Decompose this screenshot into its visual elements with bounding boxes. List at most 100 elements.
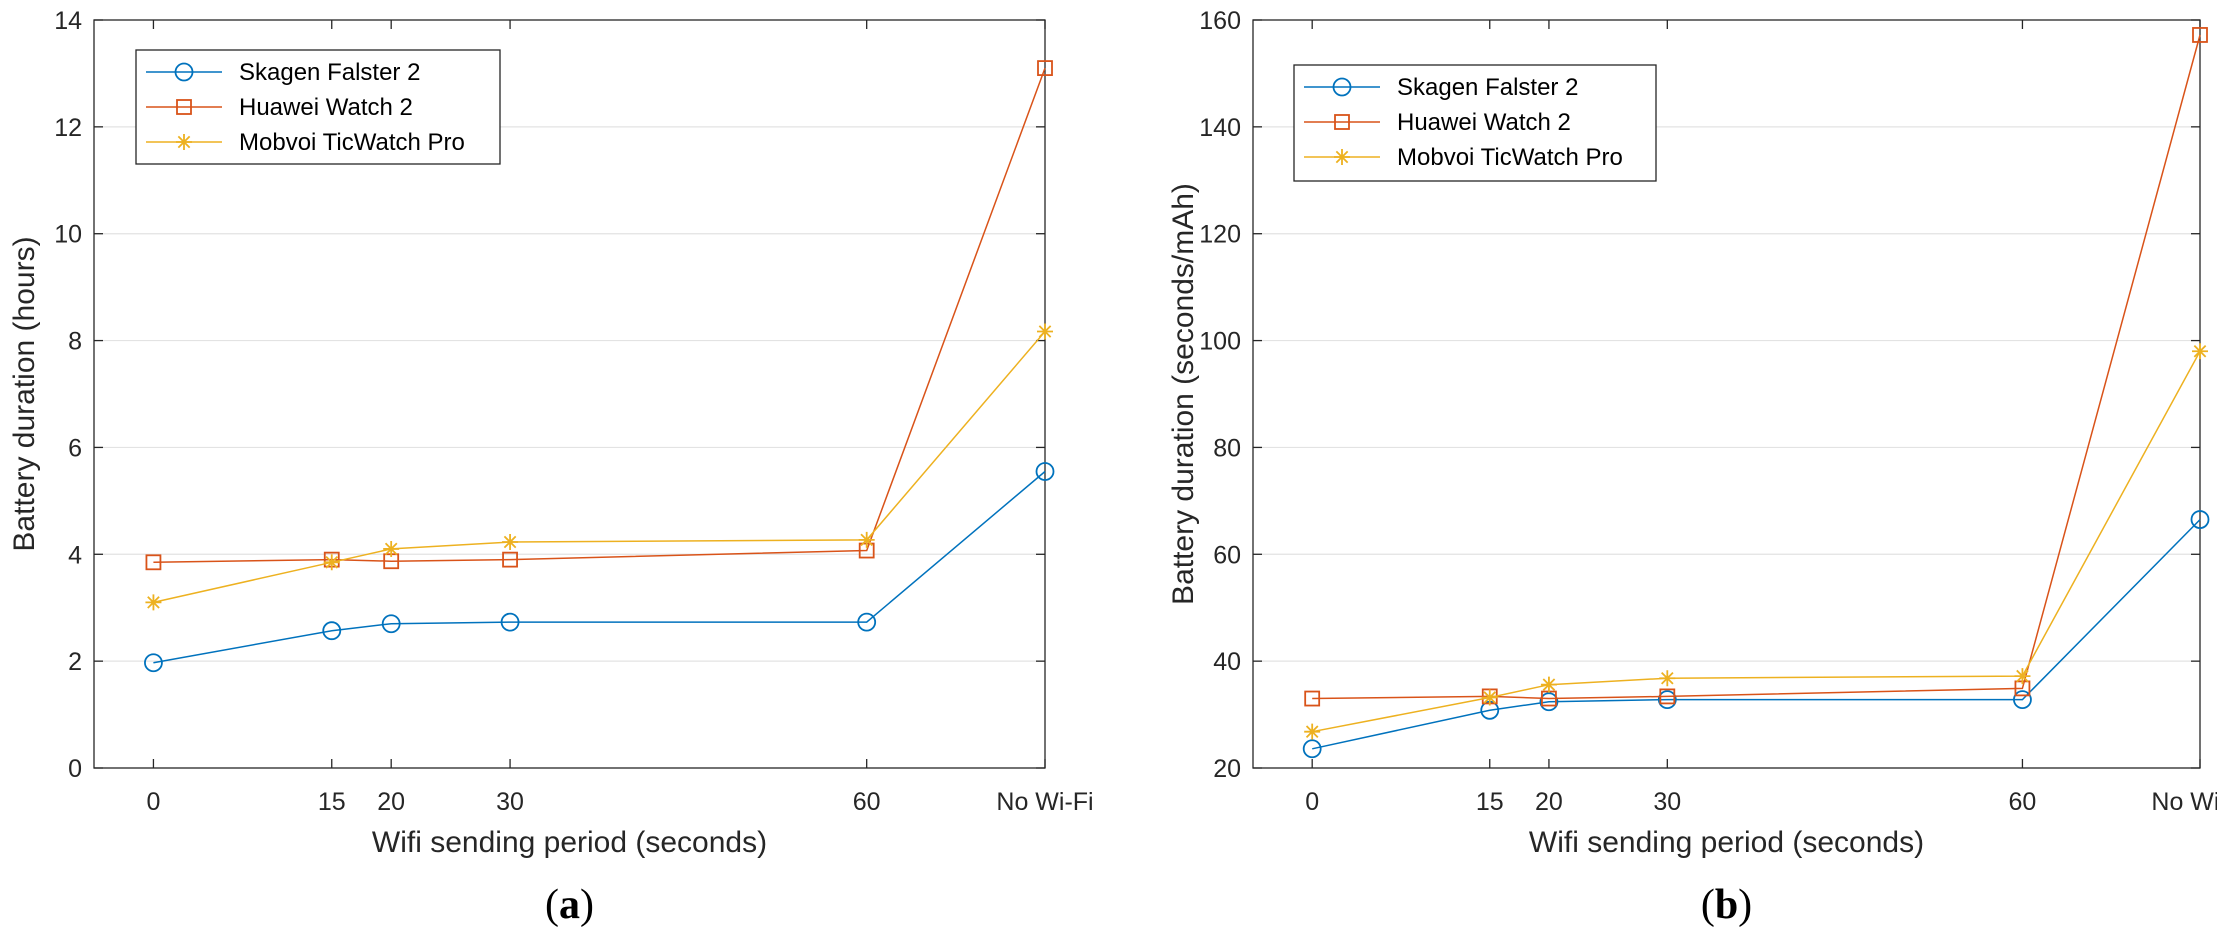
y-tick-label: 100 xyxy=(1199,328,1241,356)
series-huawei-watch-2 xyxy=(145,60,1053,571)
data-point-asterisk xyxy=(2014,668,2031,685)
data-point-circle xyxy=(2013,690,2032,710)
panel-label-close: ) xyxy=(580,882,594,928)
y-tick-label: 40 xyxy=(1213,648,1241,676)
y-axis-label: Battery duration (hours) xyxy=(8,236,41,551)
x-axis-label: Wifi sending period (seconds) xyxy=(1529,826,1924,859)
legend: Skagen Falster 2 Huawei Watch 2 Mobvoi Tic… xyxy=(1293,64,1657,182)
series-skagen-falster-2 xyxy=(1302,510,2210,759)
y-tick-label: 14 xyxy=(54,7,82,35)
data-point-square xyxy=(2192,27,2208,43)
series-mobvoi-ticwatch-pro xyxy=(1304,343,2208,740)
data-point-square xyxy=(145,554,162,571)
legend-box xyxy=(1293,64,1657,182)
data-point-circle xyxy=(2190,510,2210,529)
data-point-circle xyxy=(144,653,163,673)
axes-box xyxy=(93,19,1046,769)
y-tick-label: 60 xyxy=(1213,541,1241,569)
series-huawei-watch-2 xyxy=(1304,27,2208,707)
data-point-asterisk xyxy=(383,540,400,557)
panel-label: (b) xyxy=(1701,882,1752,928)
y-tick-label: 6 xyxy=(68,434,82,462)
x-tick-label: 15 xyxy=(318,788,346,816)
data-point-square xyxy=(1659,688,1676,705)
data-point-asterisk xyxy=(858,531,875,548)
x-tick-label: 30 xyxy=(496,788,524,816)
x-tick-label: 30 xyxy=(1653,788,1681,816)
data-point-asterisk xyxy=(1037,323,1053,340)
legend-marker-asterisk xyxy=(1334,149,1350,165)
data-point-asterisk xyxy=(1540,676,1557,693)
data-point-circle xyxy=(381,614,401,634)
series-line xyxy=(1312,350,2201,733)
legend-label: Mobvoi TicWatch Pro xyxy=(239,129,465,156)
y-tick-label: 140 xyxy=(1199,114,1241,142)
series-mobvoi-ticwatch-pro xyxy=(145,323,1053,611)
legend-marker-square xyxy=(1334,114,1350,130)
series-line xyxy=(153,470,1046,664)
data-point-square xyxy=(1304,690,1321,707)
legend-marker-square xyxy=(176,99,192,115)
chart-panel-b: 20 40 60 80 100 120 140 160 0 15 20 30 60 No Wi-Fi Wif… xyxy=(1167,7,2217,928)
data-point-circle xyxy=(1035,462,1055,481)
data-point-circle xyxy=(857,612,877,632)
panel-label: (a) xyxy=(545,882,594,928)
y-tick-label: 10 xyxy=(54,221,82,249)
legend-label: Huawei Watch 2 xyxy=(239,94,413,121)
data-point-asterisk xyxy=(1481,689,1498,706)
panel-label-letter: a xyxy=(559,882,580,928)
y-tick-label: 20 xyxy=(1213,755,1241,783)
legend-marker-asterisk xyxy=(176,134,192,150)
y-axis-label: Battery duration (seconds/mAh) xyxy=(1167,183,1200,605)
data-point-asterisk xyxy=(323,554,340,571)
x-tick-label: No Wi-Fi xyxy=(996,788,1093,816)
data-point-circle xyxy=(500,612,520,632)
data-point-asterisk xyxy=(502,533,519,550)
data-point-asterisk xyxy=(2192,343,2208,360)
x-axis-label: Wifi sending period (seconds) xyxy=(372,826,767,859)
y-tick-label: 8 xyxy=(68,328,82,356)
legend-marker-circle xyxy=(1332,77,1352,97)
y-tick-label: 12 xyxy=(54,114,82,142)
series-line xyxy=(153,67,1046,564)
data-point-asterisk xyxy=(1659,670,1676,687)
data-point-circle xyxy=(1302,739,1322,759)
x-tick-label: 0 xyxy=(1305,788,1319,816)
legend-label: Skagen Falster 2 xyxy=(239,59,420,86)
x-tick-label: 20 xyxy=(1535,788,1563,816)
axes-box xyxy=(1252,19,2201,769)
y-tick-label: 120 xyxy=(1199,221,1241,249)
legend-label: Mobvoi TicWatch Pro xyxy=(1397,144,1623,171)
data-point-circle xyxy=(1539,692,1559,712)
y-tick-label: 4 xyxy=(68,541,82,569)
series-line xyxy=(153,331,1046,604)
y-tick-label: 0 xyxy=(68,755,82,783)
y-tick-label: 80 xyxy=(1213,434,1241,462)
data-point-circle xyxy=(1657,690,1677,710)
panel-label-open: ( xyxy=(545,882,559,928)
series-skagen-falster-2 xyxy=(144,462,1055,673)
data-point-square xyxy=(502,551,518,568)
x-tick-label: 15 xyxy=(1476,788,1504,816)
x-tick-label: 20 xyxy=(377,788,405,816)
y-tick-label: 160 xyxy=(1199,7,1241,35)
x-tick-label: 60 xyxy=(853,788,881,816)
panel-label-open: ( xyxy=(1701,882,1715,928)
x-tick-label: 0 xyxy=(146,788,160,816)
panel-label-letter: b xyxy=(1715,882,1738,928)
data-point-square xyxy=(1037,60,1053,76)
legend-label: Huawei Watch 2 xyxy=(1397,109,1571,136)
series-line xyxy=(1312,519,2201,750)
series-line xyxy=(1312,34,2201,700)
legend-label: Skagen Falster 2 xyxy=(1397,74,1578,101)
y-tick-label: 2 xyxy=(68,648,82,676)
legend-marker-circle xyxy=(174,62,194,82)
legend: Skagen Falster 2 Huawei Watch 2 Mobvoi Tic… xyxy=(135,49,501,165)
x-tick-label: 60 xyxy=(2009,788,2037,816)
chart-panel-a: 0 2 4 6 8 10 12 14 0 15 20 30 60 No Wi-Fi Wifi sending… xyxy=(8,7,1094,928)
panel-label-close: ) xyxy=(1738,882,1752,928)
data-point-asterisk xyxy=(1304,723,1321,740)
data-point-asterisk xyxy=(145,594,162,611)
x-tick-label: No Wi-Fi xyxy=(2151,788,2217,816)
